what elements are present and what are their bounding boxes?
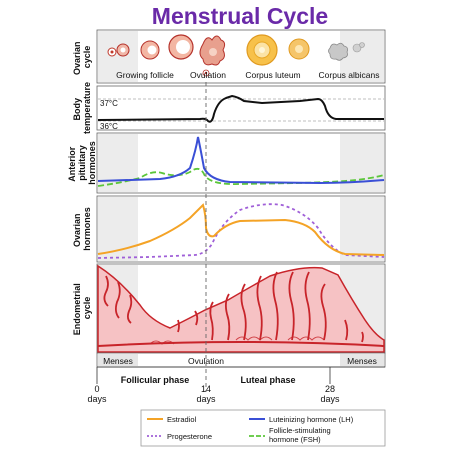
progesterone-curve: [97, 203, 385, 259]
ovarian-hormones-panel: [96, 195, 386, 263]
ovarian-cycle-panel: Growing follicle Ovulation Corpus luteum…: [96, 29, 386, 84]
phase-bar: Menses Ovulation Menses: [96, 352, 386, 368]
blood-vessels: [149, 336, 325, 345]
row-label-ovarian-hormones: Ovarian hormones: [72, 207, 92, 251]
endometrial-glands: [103, 271, 364, 343]
endometrium-layer: [97, 264, 385, 353]
endometrium-base-line: [97, 341, 385, 347]
corpus-luteum-icon: [246, 34, 310, 66]
lh-curve: [97, 136, 385, 185]
menses-left-label: Menses: [103, 356, 133, 366]
day-14-unit: days: [196, 394, 216, 404]
legend-progesterone-label: Progesterone: [167, 432, 212, 441]
temperature-low-label: 36°C: [100, 122, 118, 131]
legend-estradiol-label: Estradiol: [167, 415, 197, 424]
corpus-luteum-label: Corpus luteum: [245, 70, 300, 80]
row-label-ovarian-cycle: Ovarian cycle: [72, 39, 92, 75]
day-28-label: 28: [325, 384, 335, 394]
day-0-label: 0: [94, 384, 99, 394]
row-label-endometrial-cycle: Endometrial cycle: [72, 281, 92, 336]
legend-lh-label: Luteinizing hormone (LH): [269, 415, 354, 424]
day-0-unit: days: [87, 394, 107, 404]
legend-fsh-label-line1: Follicle-stimulating: [269, 426, 331, 435]
follicular-phase-label: Follicular phase: [121, 375, 190, 385]
luteal-phase-label: Luteal phase: [240, 375, 295, 385]
growing-follicle-label: Growing follicle: [116, 70, 174, 80]
endometrial-panel: [96, 263, 386, 354]
fsh-curve: [97, 167, 385, 187]
pituitary-hormones-panel: [96, 132, 386, 194]
row-label-body-temperature: Body temperature: [72, 82, 92, 134]
ovulation-bar-label: Ovulation: [188, 356, 224, 366]
small-follicle-icon: [107, 47, 117, 57]
ovulation-follicle-icon: [199, 35, 226, 77]
corpus-albicans-label: Corpus albicans: [319, 70, 380, 80]
body-temperature-panel: 37°C 36°C: [96, 85, 386, 131]
row-labels: Ovarian cycle Body temperature Anterior …: [67, 39, 97, 336]
menses-right-label: Menses: [347, 356, 377, 366]
estradiol-curve: [97, 203, 385, 256]
legend-fsh-label-line2: hormone (FSH): [269, 435, 321, 444]
diagram-title: Menstrual Cycle: [152, 3, 328, 29]
growing-follicle-icon: [116, 34, 194, 60]
day-axis: Follicular phase Luteal phase 0 days 14 …: [87, 366, 385, 404]
row-label-pituitary-hormones: Anterior pituitaryhormones: [67, 141, 97, 185]
temperature-curve: [97, 94, 384, 123]
legend: Estradiol Luteinizing hormone (LH) Proge…: [140, 409, 386, 447]
day-14-label: 14: [201, 384, 211, 394]
day-28-unit: days: [320, 394, 340, 404]
temperature-high-label: 37°C: [100, 99, 118, 108]
ovulation-stage-label: Ovulation: [190, 70, 226, 80]
corpus-albicans-icon: [328, 42, 365, 61]
